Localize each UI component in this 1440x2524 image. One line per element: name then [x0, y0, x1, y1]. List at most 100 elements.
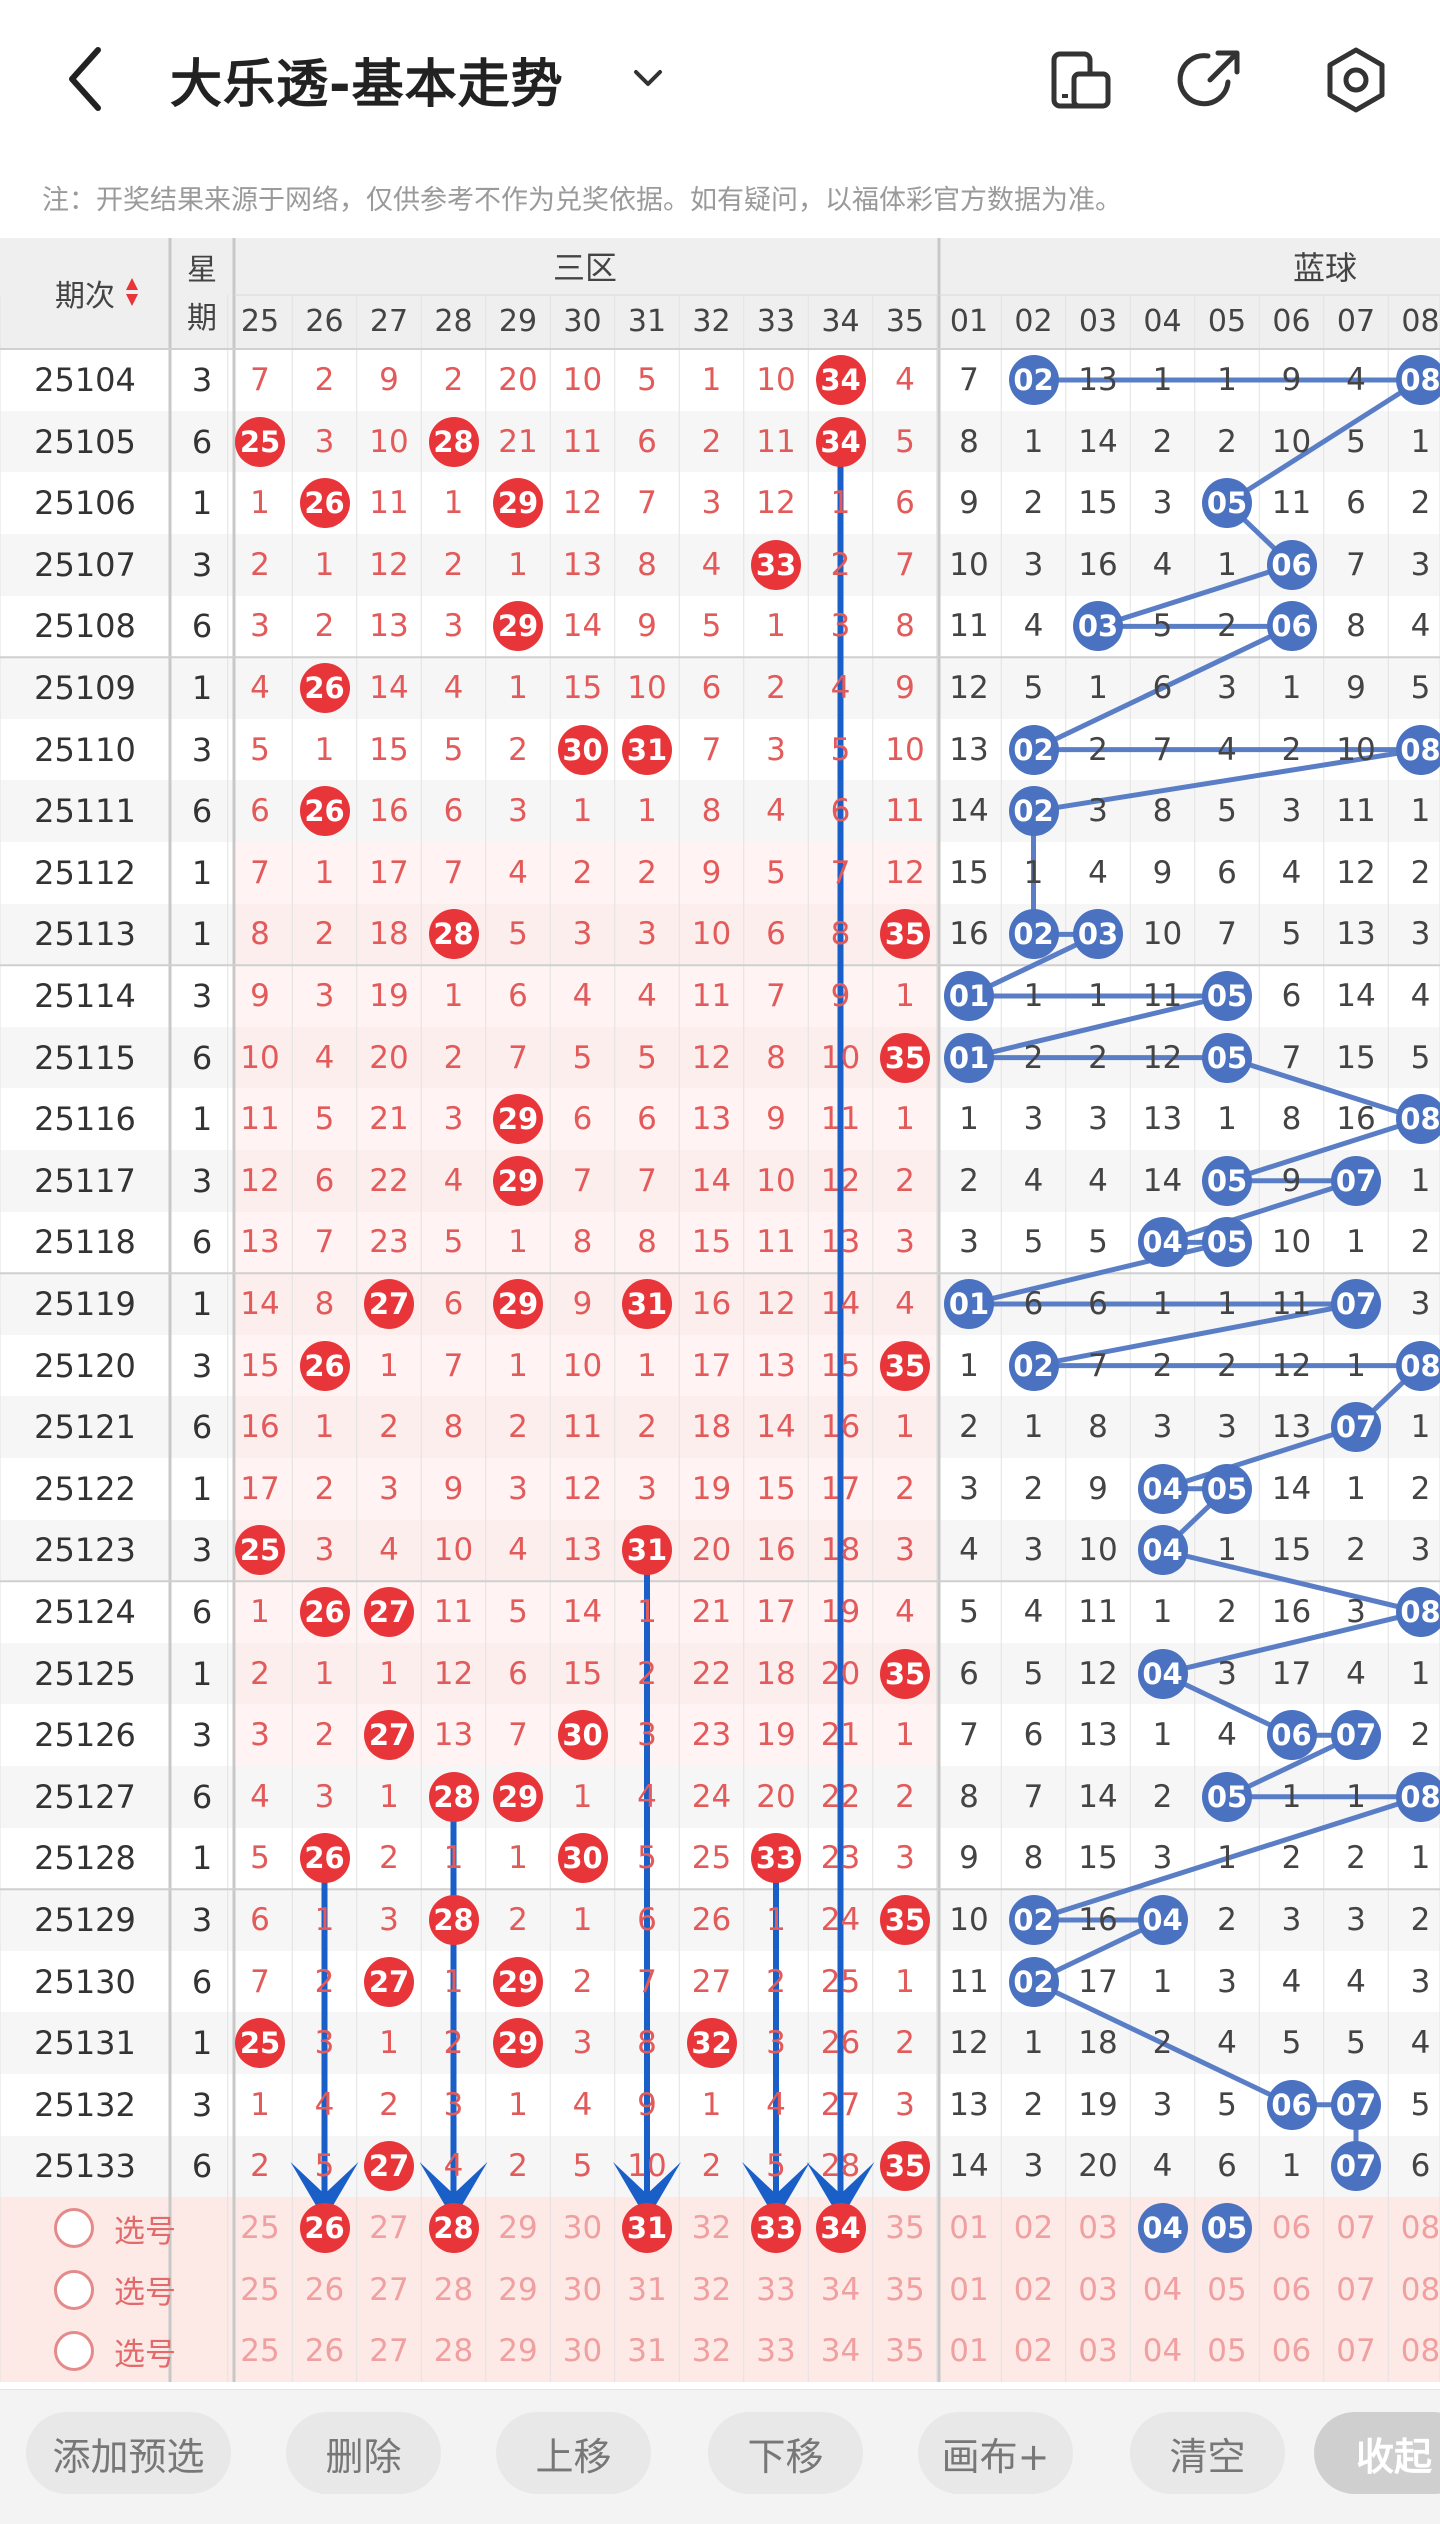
column-header-number: 28 [434, 303, 473, 339]
front-miss-count: 1 [314, 854, 335, 891]
column-header-number: 27 [369, 303, 409, 339]
front-miss-count: 2 [250, 2148, 270, 2185]
back-miss-count: 13 [1078, 362, 1118, 398]
back-miss-count: 3 [1217, 1655, 1237, 1692]
back-miss-count: 9 [1281, 362, 1302, 398]
front-miss-count: 16 [756, 1532, 796, 1569]
back-ball-hit: 02 [1008, 909, 1059, 960]
selectable-back-number: 08 [1400, 2210, 1440, 2246]
front-miss-count: 1 [508, 670, 528, 706]
back-miss-count: 1 [1023, 1409, 1044, 1446]
sort-indicator-icon[interactable] [124, 274, 140, 310]
add-preselect-button[interactable]: 添加预选 [26, 2412, 231, 2494]
front-miss-count: 4 [250, 670, 270, 706]
issue-number: 25110 [34, 730, 136, 769]
canvas-plus-button[interactable]: 画布+ [918, 2412, 1073, 2494]
table-row [0, 1766, 1440, 1828]
selectable-front-number: 29 [498, 2333, 538, 2370]
back-miss-count: 3 [1410, 1532, 1431, 1569]
front-miss-count: 11 [820, 1101, 861, 1138]
front-miss-count: 4 [314, 1039, 335, 1076]
delete-button[interactable]: 删除 [286, 2412, 441, 2494]
back-miss-count: 1 [1410, 1162, 1431, 1199]
back-miss-count: 14 [1078, 423, 1118, 460]
settings-icon[interactable] [1316, 40, 1396, 120]
hot-zone-band [236, 903, 939, 966]
selectable-front-number: 33 [756, 2333, 796, 2370]
front-miss-count: 1 [895, 1963, 915, 2000]
column-header-period: 期次 [55, 279, 115, 314]
back-miss-count: 6 [1217, 854, 1237, 891]
front-miss-count: 8 [701, 793, 722, 830]
back-miss-count: 2 [1410, 1224, 1431, 1261]
back-miss-count: 2 [1088, 731, 1108, 768]
front-miss-count: 9 [830, 978, 851, 1014]
back-miss-count: 4 [1346, 362, 1366, 398]
back-miss-count: 7 [1023, 1778, 1044, 1815]
front-miss-count: 28 [820, 2148, 861, 2185]
front-miss-count: 21 [369, 1101, 409, 1138]
phone-rotate-icon[interactable] [1040, 40, 1120, 120]
back-miss-count: 12 [1336, 854, 1376, 891]
selectable-front-number: 31 [627, 2271, 667, 2308]
front-miss-count: 3 [250, 608, 270, 645]
front-miss-count: 2 [637, 1409, 657, 1446]
back-miss-count: 5 [1023, 670, 1044, 706]
collapse-button[interactable]: 收起 [1314, 2412, 1440, 2494]
column-header-number: 02 [1014, 303, 1053, 339]
front-miss-count: 10 [627, 2148, 667, 2185]
move-down-button[interactable]: 下移 [708, 2412, 863, 2494]
front-ball-hit: 28 [428, 1771, 479, 1822]
selectable-front-number: 29 [498, 2271, 538, 2308]
chevron-down-icon[interactable] [628, 58, 668, 98]
front-ball-hit: 35 [880, 1032, 930, 1083]
move-up-button[interactable]: 上移 [496, 2412, 651, 2494]
back-miss-count: 2 [1217, 1594, 1237, 1630]
back-miss-count: 2 [1023, 1039, 1044, 1076]
back-miss-count: 12 [1271, 1347, 1312, 1384]
select-radio[interactable] [54, 2269, 94, 2310]
front-miss-count: 4 [443, 670, 464, 706]
issue-number: 25132 [34, 2085, 136, 2124]
weekday-cell: 3 [191, 545, 213, 584]
column-header-number: 05 [1207, 303, 1247, 339]
front-miss-count: 2 [250, 1655, 270, 1692]
front-miss-count: 1 [314, 731, 335, 768]
share-icon[interactable] [1170, 40, 1250, 120]
front-miss-count: 7 [766, 978, 786, 1014]
front-miss-count: 1 [508, 1347, 528, 1384]
page-title[interactable]: 大乐透-基本走势 [170, 55, 564, 115]
front-miss-count: 15 [691, 1224, 732, 1261]
chevron-left-icon[interactable] [62, 44, 110, 114]
front-miss-count: 4 [637, 1778, 657, 1815]
back-miss-count: 4 [1410, 978, 1431, 1014]
back-miss-count: 15 [1078, 1840, 1118, 1877]
back-miss-count: 13 [1336, 916, 1376, 953]
front-miss-count: 1 [314, 1902, 335, 1938]
back-ball-hit: 05 [1202, 971, 1252, 1021]
back-miss-count: 13 [1142, 1101, 1183, 1138]
issue-number: 25118 [34, 1223, 136, 1262]
select-radio[interactable] [54, 2331, 94, 2372]
back-miss-count: 2 [1152, 1347, 1173, 1384]
front-ball-hit: 25 [235, 416, 285, 467]
issue-number: 25109 [34, 669, 136, 707]
front-miss-count: 3 [314, 2025, 335, 2062]
selectable-front-number: 28 [433, 2333, 474, 2370]
select-radio[interactable] [54, 2208, 94, 2248]
back-miss-count: 1 [1346, 1347, 1366, 1384]
front-miss-count: 16 [820, 1409, 861, 1446]
back-ball-hit: 05 [1202, 1463, 1252, 1514]
front-miss-count: 12 [240, 1162, 280, 1199]
table-row [0, 780, 1440, 842]
weekday-cell: 3 [191, 1901, 213, 1939]
front-miss-count: 9 [895, 670, 915, 706]
back-ball-hit: 03 [1073, 601, 1123, 652]
front-miss-count: 5 [250, 1840, 270, 1877]
clear-button[interactable]: 清空 [1130, 2412, 1285, 2494]
front-miss-count: 8 [572, 1224, 593, 1261]
issue-number: 25112 [34, 853, 136, 892]
front-ball-hit: 26 [299, 1340, 350, 1391]
front-miss-count: 3 [314, 423, 335, 460]
weekday-cell: 6 [191, 1223, 213, 1262]
